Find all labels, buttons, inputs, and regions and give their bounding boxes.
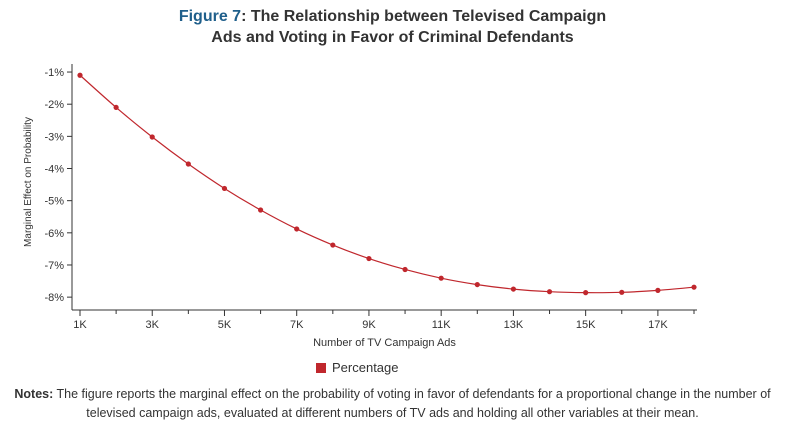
data-point bbox=[655, 287, 661, 293]
data-point bbox=[221, 185, 228, 192]
x-tick-label: 1K bbox=[73, 319, 87, 331]
y-tick-label: -3% bbox=[44, 131, 64, 143]
x-tick-label: 11K bbox=[432, 319, 451, 331]
figure-number: Figure 7 bbox=[178, 8, 242, 25]
data-point bbox=[330, 242, 336, 248]
legend[interactable]: Percentage bbox=[316, 360, 399, 375]
y-tick-label: -6% bbox=[44, 228, 64, 240]
x-tick-label: 5K bbox=[218, 319, 232, 331]
y-tick-label: -5% bbox=[44, 196, 64, 208]
data-point bbox=[619, 289, 625, 295]
data-point bbox=[510, 286, 517, 292]
y-tick-label: -7% bbox=[44, 260, 64, 272]
title-text: : The Relationship between Televised Cam… bbox=[241, 8, 607, 25]
y-tick-label: -4% bbox=[44, 164, 64, 176]
notes-label: Notes: bbox=[14, 387, 54, 401]
data-point bbox=[583, 290, 589, 296]
data-point bbox=[294, 226, 300, 232]
data-point bbox=[474, 281, 480, 288]
x-tick-label: 3K bbox=[146, 319, 160, 331]
line-chart: -1% -2% -3% -4% -5% -6% -7% -8% 1K 3K 5K 7K 9K 11K 13K… bbox=[23, 64, 697, 349]
x-tick-label: 13K bbox=[504, 319, 524, 331]
legend-label: Percentage bbox=[332, 360, 399, 375]
data-point bbox=[691, 284, 697, 290]
chart-title: Figure 7: The Relationship between Telev… bbox=[0, 6, 785, 48]
x-axis-title: Number of TV Campaign Ads bbox=[313, 337, 456, 349]
x-tick-label: 9K bbox=[362, 319, 376, 331]
x-tick-label: 7K bbox=[290, 319, 304, 331]
legend-swatch bbox=[316, 362, 326, 373]
y-tick-label: -1% bbox=[44, 67, 64, 79]
notes: Notes: The figure reports the marginal e… bbox=[0, 385, 785, 423]
series-line bbox=[79, 74, 695, 294]
data-point bbox=[366, 255, 372, 262]
data-point bbox=[546, 289, 553, 295]
title-line2: Ads and Voting in Favor of Criminal Defe… bbox=[211, 29, 574, 46]
y-tick-label: -2% bbox=[44, 99, 64, 111]
data-point bbox=[257, 207, 264, 213]
data-point bbox=[438, 275, 444, 281]
x-tick-label: 15K bbox=[576, 319, 596, 331]
notes-text: The figure reports the marginal effect o… bbox=[53, 387, 771, 420]
data-point bbox=[402, 266, 408, 273]
data-point bbox=[185, 161, 191, 167]
data-point bbox=[149, 134, 155, 140]
x-tick-label: 17K bbox=[648, 319, 668, 331]
y-axis-title: Marginal Effect on Probability bbox=[23, 117, 34, 247]
y-tick-label: -8% bbox=[44, 292, 64, 304]
data-point bbox=[77, 72, 83, 78]
data-point bbox=[113, 104, 119, 111]
